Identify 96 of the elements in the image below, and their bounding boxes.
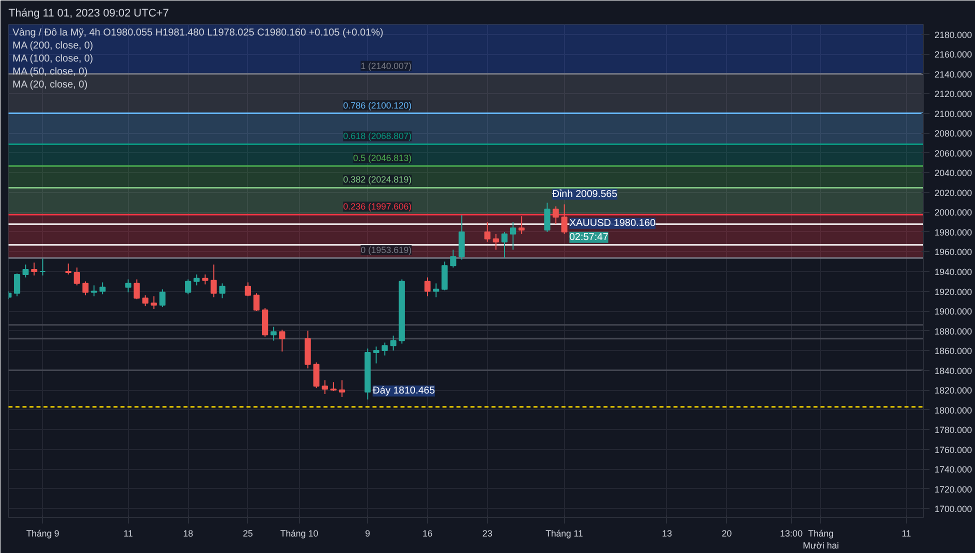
candlestick — [322, 380, 328, 395]
candlestick — [382, 342, 388, 356]
x-tick-label: Tháng Mười hai — [802, 528, 839, 550]
y-tick-label: 1720.000 — [934, 484, 972, 494]
x-tick-label: 11 — [902, 528, 912, 538]
y-tick-label: 1960.000 — [934, 247, 972, 258]
annotation: 02:57:47 — [569, 232, 609, 243]
y-tick-label: 1920.000 — [934, 286, 972, 297]
candlestick — [424, 276, 431, 297]
ref-line-label: 1 (2140.007) — [360, 60, 412, 71]
candlestick — [390, 335, 396, 352]
x-tick-label: 16 — [422, 528, 433, 538]
candlestick — [40, 258, 46, 276]
candlestick — [450, 249, 456, 268]
y-tick-label: 2120.000 — [934, 89, 972, 100]
y-tick-label: 2040.000 — [934, 168, 972, 178]
y-tick-label: 1860.000 — [934, 346, 972, 356]
y-tick-label: 1880.000 — [934, 326, 972, 336]
candlestick — [501, 231, 508, 258]
candlestick — [31, 262, 38, 276]
candlestick — [544, 202, 550, 232]
annotation: Đỉnh 2009.565 — [552, 188, 618, 200]
candlestick — [142, 294, 148, 307]
ref-line-label: 0.236 (1997.606) — [343, 202, 412, 212]
candlestick — [82, 280, 89, 296]
y-tick-label: 1940.000 — [934, 266, 972, 277]
candlestick — [185, 278, 192, 295]
y-tick-label: 1900.000 — [934, 306, 972, 317]
ref-line-label: 0.786 (2100.120) — [343, 100, 412, 110]
candlestick — [150, 296, 157, 310]
candlestick — [373, 346, 380, 364]
y-tick-label: 2100.000 — [934, 108, 972, 119]
y-tick-label: 2180.000 — [934, 30, 972, 40]
y-tick-label: 2080.000 — [934, 128, 972, 139]
x-tick-label: 11 — [124, 528, 133, 538]
x-tick-label: Tháng 9 — [26, 528, 60, 538]
ref-line-label: 0.382 (2024.819) — [343, 174, 412, 185]
candlestick — [134, 278, 140, 300]
candlestick — [194, 274, 200, 286]
candlestick — [74, 267, 80, 286]
candlestick — [433, 282, 440, 298]
candlestick — [518, 216, 525, 234]
annotation: MA (100, close, 0) — [12, 54, 94, 64]
x-tick-label: Tháng 10 — [280, 528, 318, 538]
x-tick-label: 25 — [242, 528, 253, 538]
candlestick — [561, 204, 568, 234]
x-tick-label: Tháng 11 — [546, 528, 584, 538]
candlestick — [125, 278, 132, 293]
annotation: MA (20, close, 0) — [12, 80, 88, 90]
y-tick-label: 2020.000 — [934, 188, 972, 198]
chart-subtitle: Tháng 11 01, 2023 09:02 UTC+7 — [8, 8, 169, 20]
annotation: MA (200, close, 0) — [12, 40, 94, 52]
candlestick — [22, 264, 29, 278]
ref-line-label: 0.618 (2068.807) — [343, 131, 412, 142]
candlestick — [159, 288, 166, 308]
y-tick-label: 1820.000 — [934, 386, 972, 396]
x-tick-label: 20 — [722, 528, 732, 538]
annotation: MA (50, close, 0) — [12, 66, 88, 78]
y-tick-label: 1800.000 — [934, 405, 972, 416]
candlestick — [202, 274, 208, 285]
candlestick — [552, 206, 559, 225]
y-tick-label: 1700.000 — [934, 504, 972, 514]
y-tick-label: 1980.000 — [934, 227, 972, 238]
x-tick-label: 13 — [662, 528, 672, 538]
candlestick — [442, 261, 448, 291]
chart-title: Vàng / Đô la Mỹ, 4h O1980.055 H1981.480 L1978.025 C1980.160 +0.105 (+0.01%) — [12, 28, 384, 38]
ref-line-label: 0 (1953.619) — [360, 245, 412, 256]
candlestick — [100, 282, 106, 295]
y-tick-label: 1780.000 — [934, 425, 972, 436]
candlestick — [510, 222, 516, 250]
x-tick-label: 9 — [365, 528, 370, 538]
y-tick-label: 1740.000 — [934, 464, 972, 475]
y-tick-label: 2140.000 — [934, 69, 972, 80]
candlestick — [270, 326, 277, 342]
y-tick-label: 2060.000 — [934, 148, 972, 158]
candlestick — [210, 264, 217, 298]
candlestick — [219, 282, 226, 299]
x-tick-label: 23 — [482, 528, 492, 538]
y-tick-label: 2160.000 — [934, 50, 972, 60]
y-tick-label: 2000.000 — [934, 208, 972, 218]
x-tick-label: 13:00 — [780, 528, 803, 538]
y-tick-label: 1840.000 — [934, 366, 972, 376]
annotation: Đáy 1810.465 — [372, 385, 436, 396]
candlestick — [279, 329, 286, 352]
ref-line-label: 0.5 (2046.813) — [353, 152, 412, 163]
candlestick — [492, 233, 499, 250]
candlestick — [253, 292, 260, 312]
annotation: XAUUSD 1980.160 — [569, 218, 656, 229]
candlestick — [14, 272, 20, 297]
candlestick — [65, 263, 72, 275]
candlestick — [484, 222, 490, 242]
candlestick — [244, 282, 252, 297]
x-tick-label: 18 — [183, 528, 194, 538]
y-tick-label: 1760.000 — [934, 444, 972, 455]
candlestick — [338, 380, 346, 398]
candlestick — [313, 362, 320, 389]
